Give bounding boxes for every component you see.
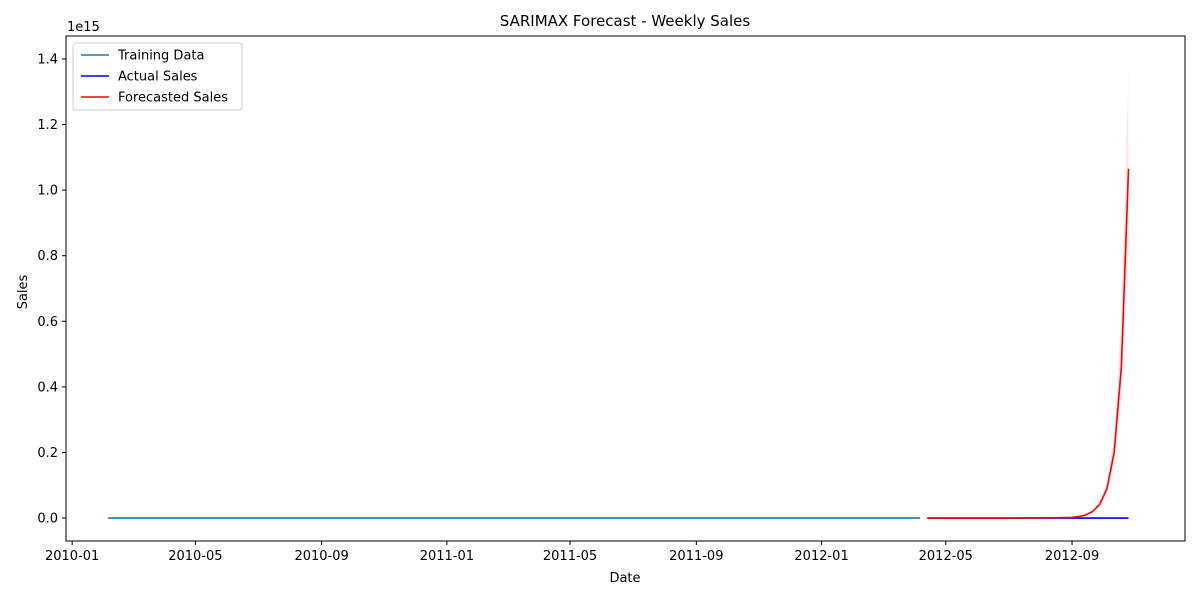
y-tick-label: 0.8 (37, 249, 58, 264)
x-tick-label: 2012-05 (919, 549, 973, 564)
y-tick-label: 1.4 (37, 52, 58, 67)
legend-label-forecasted-sales: Forecasted Sales (118, 91, 228, 106)
series-layer (108, 168, 1130, 519)
confidence-band-layer (1092, 67, 1129, 513)
legend-label-training-data: Training Data (117, 49, 204, 64)
confidence-band (1092, 67, 1129, 513)
x-tick-label: 2010-09 (294, 549, 348, 564)
series-line-forecasted-sales (927, 168, 1130, 519)
x-axis-label: Date (609, 571, 640, 586)
x-tick-label: 2010-01 (45, 549, 99, 564)
x-tick-label: 2010-05 (168, 549, 222, 564)
x-tick-label: 2011-09 (669, 549, 723, 564)
legend-label-actual-sales: Actual Sales (118, 70, 198, 85)
x-tick-label: 2012-01 (794, 549, 848, 564)
legend-box (72, 42, 243, 111)
chart-title: SARIMAX Forecast - Weekly Sales (500, 12, 751, 30)
y-axis-label: Sales (16, 274, 31, 309)
x-tick-label: 2011-05 (543, 549, 597, 564)
y-tick-label: 1.0 (37, 184, 58, 199)
x-tick-label: 2011-01 (420, 549, 474, 564)
y-tick-label: 0.0 (37, 512, 58, 527)
x-tick-label: 2012-09 (1045, 549, 1099, 564)
y-axis-ticks: 0.0 0.2 0.4 0.6 0.8 1.0 1.2 1.4 (37, 52, 66, 527)
y-offset-label: 1e15 (67, 20, 100, 35)
x-axis-ticks: 2010-01 2010-05 2010-09 2011-01 2011-05 2011-… (45, 541, 1099, 564)
y-tick-label: 0.6 (37, 315, 58, 330)
legend: Training Data Actual Sales Forecasted Sale… (72, 42, 243, 111)
plot-area-frame (65, 35, 1186, 542)
y-tick-label: 0.4 (37, 380, 58, 395)
y-tick-label: 0.2 (37, 446, 58, 461)
y-tick-label: 1.2 (37, 118, 58, 133)
